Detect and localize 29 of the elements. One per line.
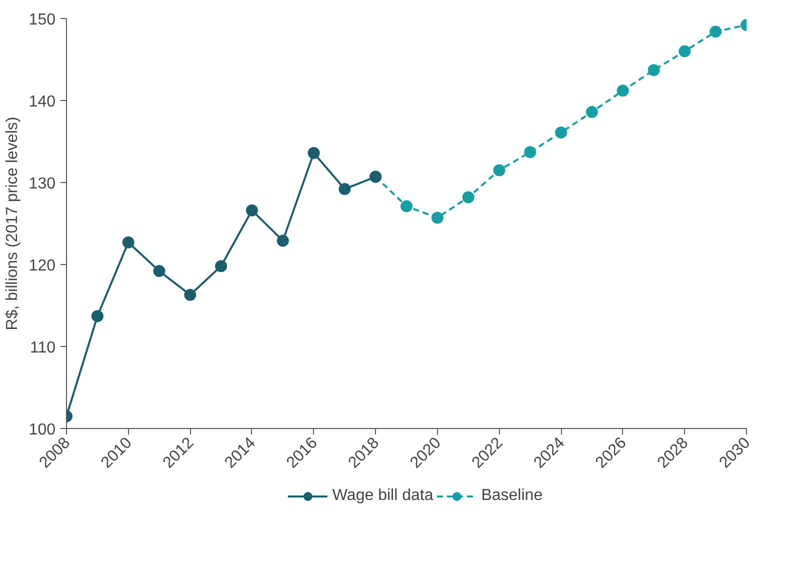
y-tick-label: 110 bbox=[30, 340, 56, 356]
point bbox=[710, 26, 722, 38]
y-tick-label: 150 bbox=[28, 12, 56, 28]
point bbox=[493, 164, 506, 176]
y-tick-label: 100 bbox=[28, 422, 56, 438]
y-tick-label: 120 bbox=[28, 258, 56, 274]
point bbox=[308, 146, 320, 159]
y-tick-label: 130 bbox=[28, 176, 56, 192]
legend-label: Wage bill data bbox=[332, 487, 434, 505]
point bbox=[524, 146, 536, 158]
point bbox=[400, 200, 412, 212]
point bbox=[215, 260, 228, 272]
point bbox=[431, 212, 444, 224]
point bbox=[678, 45, 691, 58]
point bbox=[153, 265, 166, 278]
point bbox=[586, 106, 598, 118]
point bbox=[616, 84, 629, 97]
point bbox=[122, 236, 134, 248]
point bbox=[91, 310, 104, 322]
point bbox=[184, 288, 196, 301]
point bbox=[276, 234, 289, 247]
point bbox=[555, 126, 568, 138]
y-axis-title: R$, billions (2017 price levels) bbox=[4, 116, 21, 330]
point bbox=[462, 191, 474, 204]
point bbox=[648, 64, 660, 76]
point bbox=[338, 183, 351, 196]
y-tick-label: 140 bbox=[28, 94, 56, 110]
legend-label: Baseline bbox=[481, 487, 543, 505]
point bbox=[246, 204, 258, 216]
